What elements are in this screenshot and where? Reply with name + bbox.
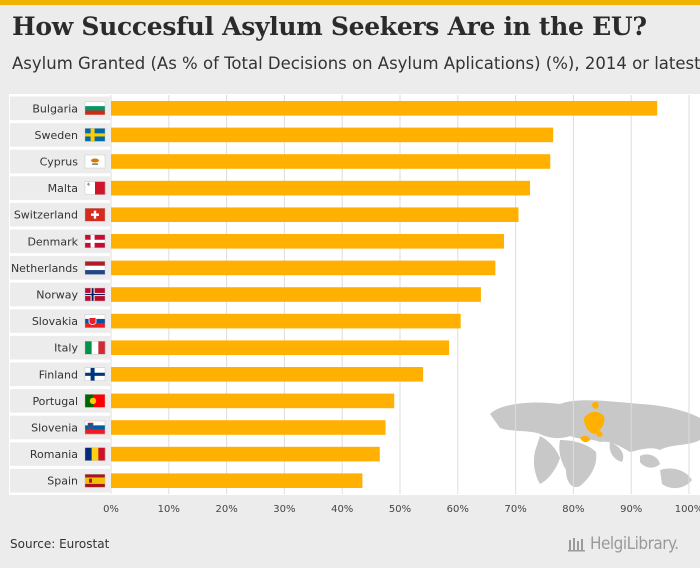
bar xyxy=(111,101,658,116)
x-tick-label: 20% xyxy=(215,504,237,515)
bar xyxy=(111,287,481,302)
category-label: Malta xyxy=(48,182,78,195)
category-label: Switzerland xyxy=(14,209,78,222)
bar xyxy=(111,473,363,488)
category-label: Portugal xyxy=(32,395,78,408)
bar xyxy=(111,393,395,409)
category-label: Italy xyxy=(54,342,78,355)
bar xyxy=(111,234,505,249)
world-map-icon xyxy=(490,400,700,489)
category-label: Netherlands xyxy=(11,262,78,275)
category-label: Norway xyxy=(36,289,78,302)
top-accent-bar xyxy=(0,0,700,5)
cyprus-flag-icon xyxy=(84,154,106,169)
italy-flag-icon xyxy=(84,341,106,355)
library-icon xyxy=(568,538,585,552)
x-tick-label: 50% xyxy=(389,504,411,515)
category-label: Romania xyxy=(30,448,78,461)
bar xyxy=(111,340,450,355)
x-tick-label: 70% xyxy=(504,504,526,515)
category-label: Sweden xyxy=(35,129,78,142)
category-label: Slovenia xyxy=(31,422,78,435)
finland-flag-icon xyxy=(84,367,106,381)
x-tick-label: 0% xyxy=(103,504,119,515)
category-label: Slovakia xyxy=(32,315,78,328)
x-tick-label: 30% xyxy=(273,504,295,515)
bulgaria-flag-icon xyxy=(84,101,106,116)
category-label: Spain xyxy=(47,475,78,488)
category-label: Bulgaria xyxy=(32,102,78,115)
sweden-flag-icon xyxy=(84,128,106,142)
bar xyxy=(111,180,531,196)
chart-subtitle: Asylum Granted (As % of Total Decisions … xyxy=(12,54,700,73)
source-note: Source: Eurostat xyxy=(10,537,110,551)
switzerland-flag-icon xyxy=(84,207,106,222)
category-label: Cyprus xyxy=(40,156,79,169)
norway-flag-icon xyxy=(84,287,106,302)
chart-title: How Succesful Asylum Seekers Are in the … xyxy=(12,12,647,41)
x-tick-label: 10% xyxy=(158,504,180,515)
bar xyxy=(111,446,380,462)
denmark-flag-icon xyxy=(84,234,106,249)
malta-flag-icon xyxy=(84,181,106,195)
x-tick-label: 100% xyxy=(675,504,700,515)
portugal-flag-icon xyxy=(84,394,106,408)
x-tick-label: 80% xyxy=(562,504,584,515)
bar xyxy=(111,313,461,329)
bar xyxy=(111,260,496,276)
x-tick-label: 60% xyxy=(447,504,469,515)
bar xyxy=(111,367,424,382)
spain-flag-icon xyxy=(84,474,106,488)
x-tick-label: 40% xyxy=(331,504,353,515)
bar xyxy=(111,207,519,222)
netherlands-flag-icon xyxy=(84,261,106,275)
x-tick-label: 90% xyxy=(620,504,642,515)
category-label: Finland xyxy=(39,368,78,381)
bar xyxy=(111,127,554,143)
category-label: Denmark xyxy=(27,235,78,248)
slovenia-flag-icon xyxy=(84,420,106,435)
brand-logo: HelgiLibrary. xyxy=(590,534,679,554)
bar xyxy=(111,154,551,169)
slovakia-flag-icon xyxy=(84,314,106,328)
romania-flag-icon xyxy=(84,447,106,461)
bar xyxy=(111,420,386,435)
